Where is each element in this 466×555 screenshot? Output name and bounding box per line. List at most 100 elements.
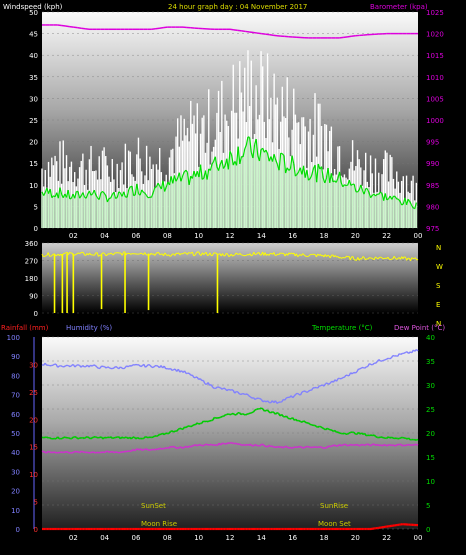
wind-avg-line-segment (201, 177, 205, 180)
direction-line-segment (365, 258, 367, 261)
wind-avg-line-segment (335, 178, 339, 183)
temperature-line-segment (372, 434, 375, 437)
dewpoint-line-segment (379, 444, 383, 447)
direction-line-segment (278, 252, 281, 255)
wind-avg-line-segment (141, 189, 144, 193)
temperature-line-segment (398, 437, 402, 440)
direction-line-segment (203, 252, 206, 256)
wind-x-tick: 12 (226, 232, 235, 240)
wind-avg-line-segment (265, 149, 269, 154)
dewpoint-line-segment (276, 445, 279, 448)
barometer-line-segment (351, 35, 356, 38)
humidity-line-segment (65, 364, 68, 367)
temperature-line-segment (387, 436, 391, 439)
humidity-y-tick: 10 (11, 507, 20, 515)
humidity-line-segment (306, 390, 309, 394)
temperature-y-tick: 0 (426, 526, 430, 534)
temperature-line-segment (145, 435, 148, 439)
temp-panel: 0102030405060708090100051015202530051015… (1, 324, 445, 542)
humidity-line-segment (168, 367, 171, 370)
humidity-line-segment (335, 378, 339, 382)
temperature-line-segment (250, 411, 253, 414)
dewpoint-line-segment (405, 444, 408, 447)
dewpoint-line-segment (209, 443, 212, 446)
direction-line-segment (410, 257, 413, 261)
dewpoint-line-segment (370, 443, 374, 447)
dewpoint-line-segment (297, 445, 300, 448)
wind-avg-line-segment (229, 151, 233, 156)
humidity-line-segment (397, 353, 400, 357)
humidity-line-segment (359, 367, 363, 370)
rainfall-y-tick: 30 (29, 361, 38, 369)
direction-line-segment (177, 252, 179, 254)
humidity-line-segment (237, 391, 240, 395)
dewpoint-line-segment (264, 445, 267, 448)
dewpoint-line-segment (113, 451, 116, 454)
dewpoint-line-segment (163, 447, 167, 450)
humidity-line-segment (138, 364, 142, 368)
dewpoint-line-segment (245, 443, 248, 447)
dewpoint-line-segment (220, 442, 223, 446)
temperature-line-segment (198, 422, 201, 425)
wind-avg-line-segment (309, 174, 313, 179)
temperature-line-segment (303, 420, 306, 423)
wind-avg-line-segment (242, 148, 246, 158)
temperature-line-segment (402, 436, 405, 439)
temperature-line-segment (373, 434, 377, 438)
humidity-line-segment (351, 371, 355, 375)
dewpoint-line-segment (285, 445, 289, 449)
humidity-line-segment (96, 366, 99, 369)
dewpoint-line-segment (138, 448, 142, 451)
temperature-line-segment (107, 436, 110, 439)
humidity-line-segment (69, 364, 73, 368)
temperature-line-segment (162, 432, 165, 436)
humidity-line-segment (105, 366, 109, 369)
temperature-y-tick: 25 (426, 406, 435, 414)
dewpoint-line-segment (188, 445, 192, 448)
wind-avg-line-segment (249, 137, 252, 153)
direction-line-segment (211, 252, 215, 256)
direction-line-segment (152, 253, 154, 255)
temperature-line-segment (298, 419, 301, 423)
wind-avg-line-segment (209, 163, 213, 171)
direction-line-segment (195, 251, 198, 254)
dewpoint-line-segment (328, 445, 331, 448)
temperature-line-segment (361, 432, 364, 436)
wind-avg-line-segment (363, 188, 367, 195)
barometer-line-segment (233, 29, 238, 32)
dewpoint-line-segment (259, 443, 262, 447)
humidity-line-segment (215, 386, 218, 389)
wind-avg-line-segment (317, 163, 321, 170)
humidity-line-segment (390, 355, 394, 359)
barometer-y-tick: 995 (426, 139, 439, 147)
temperature-y-tick: 15 (426, 454, 435, 462)
wind-avg-line-segment (93, 189, 97, 196)
humidity-line-segment (239, 393, 242, 396)
humidity-line-segment (221, 387, 225, 390)
humidity-line-segment (76, 364, 79, 367)
temperature-line-segment (326, 427, 330, 430)
direction-line-segment (186, 252, 190, 255)
wind-avg-line-segment (157, 182, 161, 187)
temperature-line-segment (314, 424, 317, 427)
direction-line-segment (232, 254, 235, 257)
humidity-line-segment (299, 391, 303, 396)
temperature-line-segment (196, 422, 200, 425)
direction-line-segment (375, 256, 377, 259)
direction-line-segment (235, 252, 238, 255)
wind-avg-line-segment (375, 193, 378, 197)
barometer-y-tick: 990 (426, 160, 439, 168)
direction-line-segment (76, 252, 79, 255)
direction-line-segment (78, 252, 80, 255)
dewpoint-line-segment (46, 450, 49, 454)
direction-line-segment (329, 255, 332, 259)
temperature-line-segment (268, 411, 272, 414)
wind-avg-line-segment (214, 156, 218, 167)
humidity-line-segment (384, 358, 387, 361)
dewpoint-line-segment (400, 443, 403, 447)
direction-line-segment (140, 252, 143, 255)
compass-label: N (436, 244, 441, 252)
dewpoint-line-segment (223, 442, 226, 445)
dewpoint-line-segment (116, 451, 120, 454)
barometer-line-segment (272, 34, 278, 37)
